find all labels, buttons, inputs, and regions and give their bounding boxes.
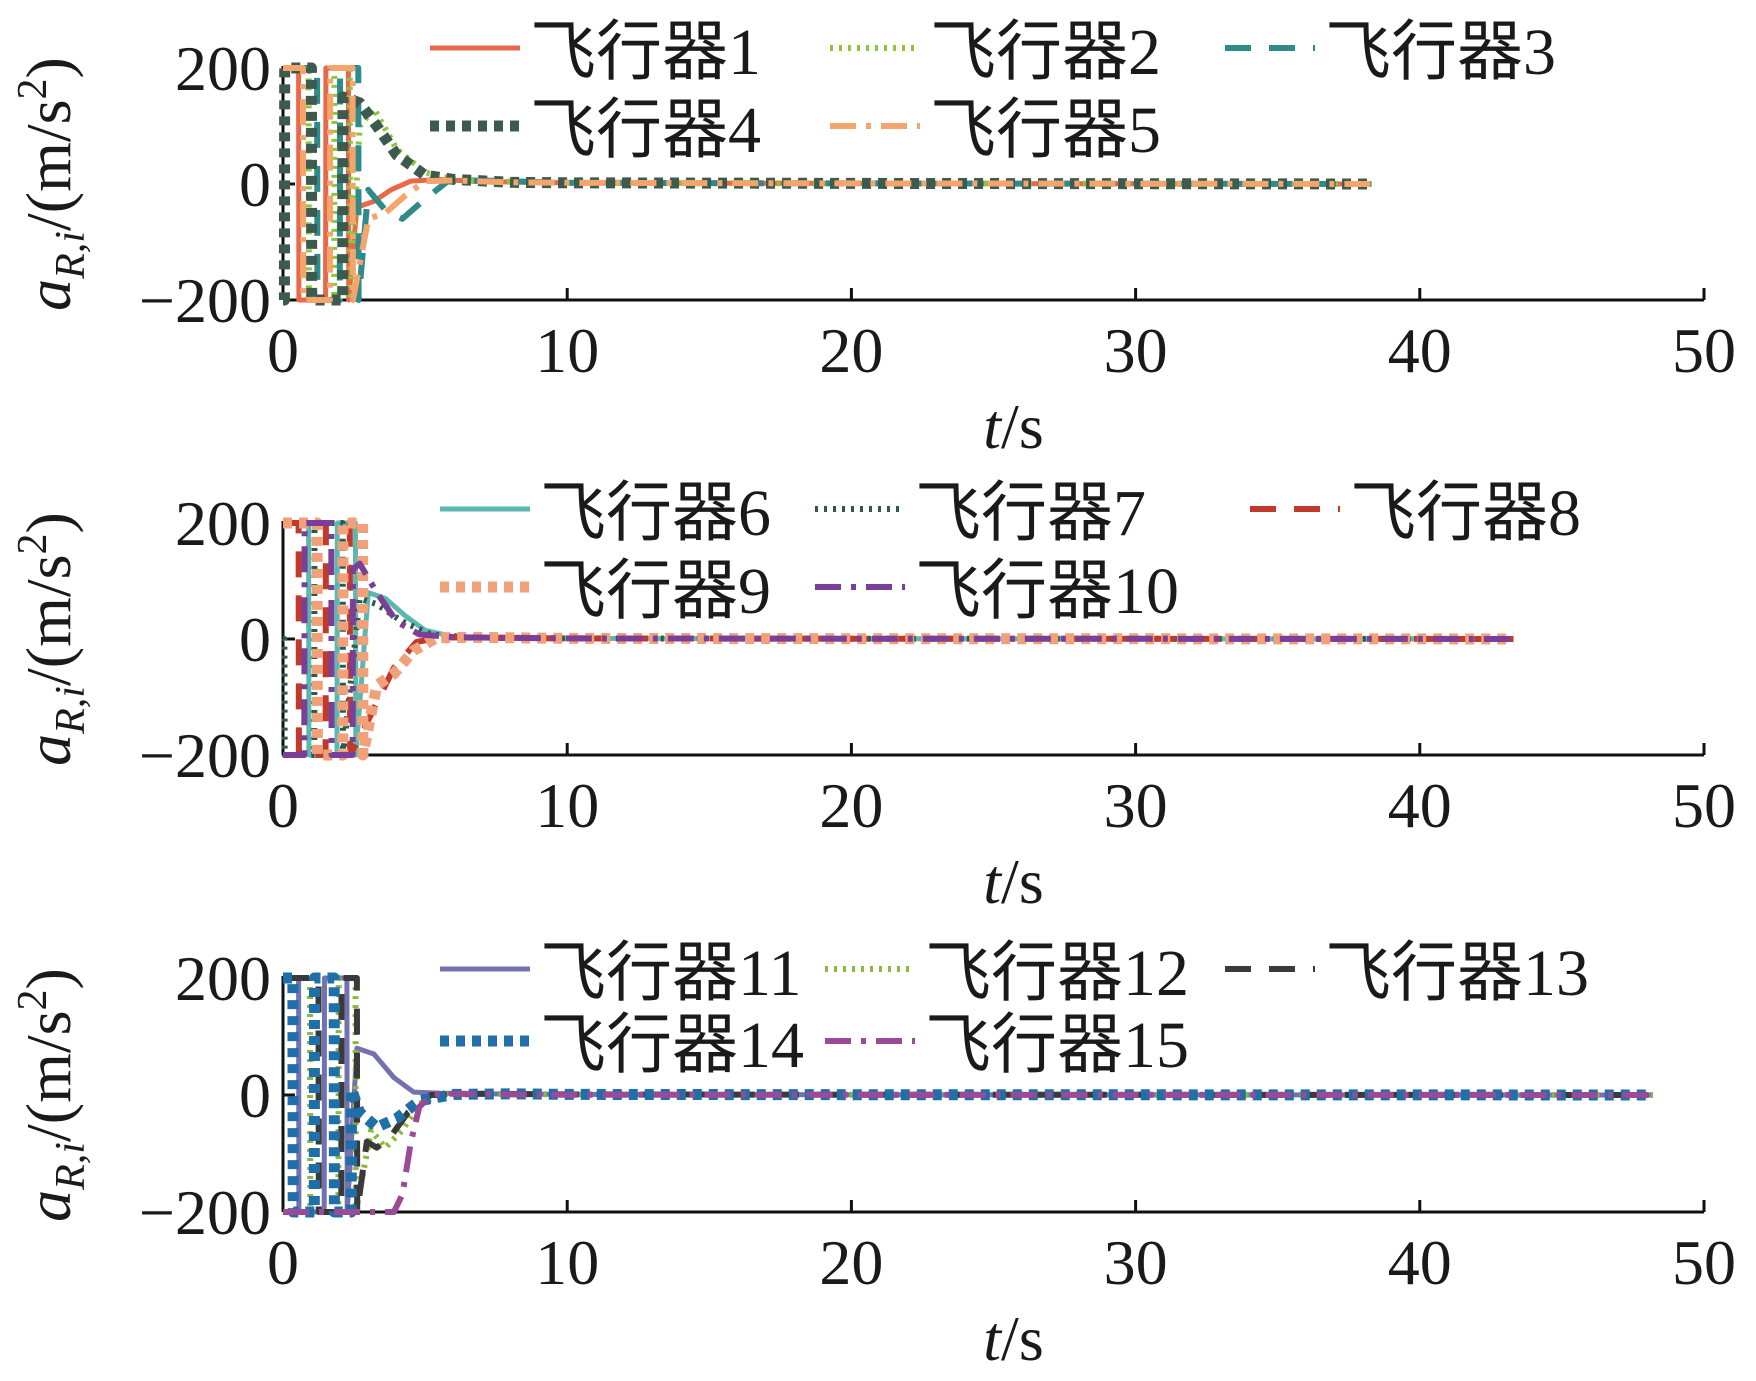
- legend-label: 飞行器12: [925, 937, 1189, 1010]
- legend: 飞行器11 飞行器12 飞行器13 飞行器14 飞行器15: [440, 937, 1589, 1082]
- x-axis-title: t/s: [983, 846, 1043, 917]
- y-tick-label: 200: [175, 488, 271, 559]
- x-tick-label: 40: [1388, 1227, 1452, 1298]
- legend-label: 飞行器9: [540, 555, 771, 628]
- legend-label: 飞行器8: [1350, 477, 1581, 550]
- y-axis-title: aR,i/(m/s2): [10, 968, 94, 1222]
- y-tick-label: 0: [239, 1060, 271, 1131]
- x-tick-label: 20: [819, 315, 883, 386]
- x-tick-label: 30: [1104, 770, 1168, 841]
- x-tick-label: 40: [1388, 315, 1452, 386]
- y-tick-label: 0: [239, 149, 271, 220]
- x-tick-label: 10: [535, 770, 599, 841]
- x-tick-label: 30: [1104, 315, 1168, 386]
- y-tick-label: −200: [139, 265, 271, 336]
- legend-label: 飞行器14: [540, 1009, 804, 1082]
- legend: 飞行器1 飞行器2 飞行器3 飞行器4 飞行器5: [430, 16, 1556, 167]
- x-tick-label: 0: [267, 315, 299, 386]
- y-axis-title: aR,i/(m/s2): [10, 57, 94, 311]
- x-tick-label: 50: [1672, 770, 1736, 841]
- legend-label: 飞行器6: [540, 477, 771, 550]
- x-tick-label: 10: [535, 315, 599, 386]
- legend-label: 飞行器2: [930, 16, 1161, 89]
- legend-label: 飞行器13: [1325, 937, 1589, 1010]
- y-tick-label: −200: [139, 720, 271, 791]
- legend-label: 飞行器15: [925, 1009, 1189, 1082]
- legend-label: 飞行器10: [915, 555, 1179, 628]
- x-tick-label: 10: [535, 1227, 599, 1298]
- series-line-14: [283, 972, 1653, 1218]
- x-tick-label: 30: [1104, 1227, 1168, 1298]
- x-tick-label: 50: [1672, 315, 1736, 386]
- y-tick-label: 200: [175, 33, 271, 104]
- legend-label: 飞行器7: [915, 477, 1146, 550]
- x-tick-label: 50: [1672, 1227, 1736, 1298]
- x-axis-title: t/s: [983, 1303, 1043, 1374]
- legend-label: 飞行器5: [930, 94, 1161, 167]
- x-tick-label: 0: [267, 1227, 299, 1298]
- legend-label: 飞行器3: [1325, 16, 1556, 89]
- series-line-5: [283, 65, 1372, 303]
- y-tick-label: 0: [239, 604, 271, 675]
- series-line-10: [283, 520, 1514, 758]
- legend-label: 飞行器11: [540, 937, 802, 1010]
- x-tick-label: 20: [819, 1227, 883, 1298]
- series-line-4: [278, 62, 1372, 306]
- series-line-9: [283, 517, 1514, 761]
- x-axis-title: t/s: [983, 391, 1043, 462]
- x-tick-label: 20: [819, 770, 883, 841]
- y-axis-title: aR,i/(m/s2): [10, 512, 94, 766]
- legend: 飞行器6 飞行器7 飞行器8 飞行器9 飞行器10: [440, 477, 1581, 628]
- legend-label: 飞行器4: [530, 94, 761, 167]
- series-line-15: [283, 1090, 1653, 1215]
- x-tick-label: 0: [267, 770, 299, 841]
- x-tick-label: 40: [1388, 770, 1452, 841]
- y-tick-label: −200: [139, 1177, 271, 1248]
- legend-label: 飞行器1: [530, 16, 761, 89]
- y-tick-label: 200: [175, 943, 271, 1014]
- series-line-12: [283, 975, 1653, 1215]
